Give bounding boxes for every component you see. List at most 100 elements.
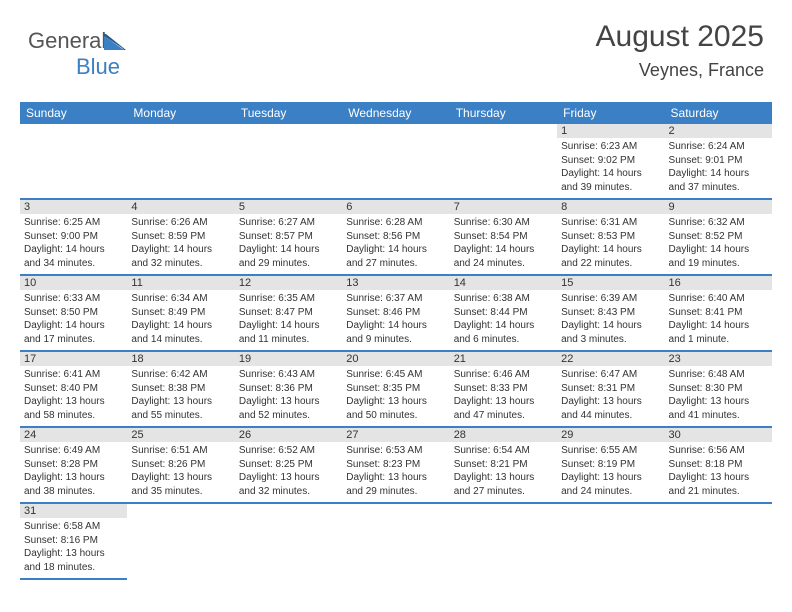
day-details: Sunrise: 6:41 AMSunset: 8:40 PMDaylight:… <box>24 368 123 422</box>
month-title: August 2025 <box>596 20 764 54</box>
calendar-cell: 2 Sunrise: 6:24 AMSunset: 9:01 PMDaylight… <box>665 124 772 198</box>
weekday-header: Sunday <box>20 102 127 124</box>
calendar-cell: 28 Sunrise: 6:54 AMSunset: 8:21 PMDayligh… <box>450 428 557 502</box>
day-number: 14 <box>450 276 557 290</box>
calendar-cell: 24Sunrise: 6:49 AMSunset: 8:28 PMDayligh… <box>20 428 127 502</box>
day-details: Sunrise: 6:52 AMSunset: 8:25 PMDaylight:… <box>239 444 338 498</box>
calendar-cell: 21 Sunrise: 6:46 AMSunset: 8:33 PMDayligh… <box>450 352 557 426</box>
day-details: Sunrise: 6:48 AMSunset: 8:30 PMDaylight:… <box>669 368 768 422</box>
calendar-cell <box>342 504 449 580</box>
calendar-cell: 12 Sunrise: 6:35 AMSunset: 8:47 PMDayligh… <box>235 276 342 350</box>
calendar-cell: 20Sunrise: 6:45 AMSunset: 8:35 PMDayligh… <box>342 352 449 426</box>
calendar-cell <box>557 504 664 580</box>
day-number: 4 <box>127 200 234 214</box>
calendar-cell: 22 Sunrise: 6:47 AMSunset: 8:31 PMDayligh… <box>557 352 664 426</box>
calendar-cell: 19Sunrise: 6:43 AMSunset: 8:36 PMDayligh… <box>235 352 342 426</box>
calendar-cell: 31Sunrise: 6:58 AMSunset: 8:16 PMDayligh… <box>20 504 127 580</box>
day-number: 1 <box>557 124 664 138</box>
day-details: Sunrise: 6:47 AMSunset: 8:31 PMDaylight:… <box>561 368 660 422</box>
day-number: 22 <box>557 352 664 366</box>
calendar-cell <box>20 124 127 198</box>
day-details: Sunrise: 6:31 AMSunset: 8:53 PMDaylight:… <box>561 216 660 270</box>
calendar-cell: 23 Sunrise: 6:48 AMSunset: 8:30 PMDayligh… <box>665 352 772 426</box>
day-number: 3 <box>20 200 127 214</box>
calendar-cell: 30 Sunrise: 6:56 AMSunset: 8:18 PMDayligh… <box>665 428 772 502</box>
day-number: 2 <box>665 124 772 138</box>
day-details: Sunrise: 6:54 AMSunset: 8:21 PMDaylight:… <box>454 444 553 498</box>
day-number: 5 <box>235 200 342 214</box>
day-number: 28 <box>450 428 557 442</box>
calendar-cell <box>127 504 234 580</box>
day-number: 13 <box>342 276 449 290</box>
calendar-cell: 15 Sunrise: 6:39 AMSunset: 8:43 PMDayligh… <box>557 276 664 350</box>
day-details: Sunrise: 6:27 AMSunset: 8:57 PMDaylight:… <box>239 216 338 270</box>
day-details: Sunrise: 6:56 AMSunset: 8:18 PMDaylight:… <box>669 444 768 498</box>
day-details: Sunrise: 6:34 AMSunset: 8:49 PMDaylight:… <box>131 292 230 346</box>
calendar-cell: 13Sunrise: 6:37 AMSunset: 8:46 PMDayligh… <box>342 276 449 350</box>
calendar-cell: 9 Sunrise: 6:32 AMSunset: 8:52 PMDaylight… <box>665 200 772 274</box>
day-number: 7 <box>450 200 557 214</box>
day-details: Sunrise: 6:28 AMSunset: 8:56 PMDaylight:… <box>346 216 445 270</box>
day-number: 30 <box>665 428 772 442</box>
day-details: Sunrise: 6:24 AMSunset: 9:01 PMDaylight:… <box>669 140 768 194</box>
calendar-cell: 16Sunrise: 6:40 AMSunset: 8:41 PMDayligh… <box>665 276 772 350</box>
calendar-cell: 1 Sunrise: 6:23 AMSunset: 9:02 PMDaylight… <box>557 124 664 198</box>
calendar-cell: 17 Sunrise: 6:41 AMSunset: 8:40 PMDayligh… <box>20 352 127 426</box>
weekday-header: Monday <box>127 102 234 124</box>
day-details: Sunrise: 6:53 AMSunset: 8:23 PMDaylight:… <box>346 444 445 498</box>
day-details: Sunrise: 6:39 AMSunset: 8:43 PMDaylight:… <box>561 292 660 346</box>
weekday-header-row: SundayMondayTuesdayWednesdayThursdayFrid… <box>20 102 772 124</box>
logo-flag-icon <box>104 34 126 50</box>
day-number: 10 <box>20 276 127 290</box>
calendar-cell <box>235 124 342 198</box>
day-number: 17 <box>20 352 127 366</box>
calendar-cell: 29 Sunrise: 6:55 AMSunset: 8:19 PMDayligh… <box>557 428 664 502</box>
calendar-cell <box>450 504 557 580</box>
weekday-header: Wednesday <box>342 102 449 124</box>
weekday-header: Tuesday <box>235 102 342 124</box>
calendar-cell <box>450 124 557 198</box>
weekday-header: Thursday <box>450 102 557 124</box>
calendar-cell: 8 Sunrise: 6:31 AMSunset: 8:53 PMDaylight… <box>557 200 664 274</box>
day-number: 21 <box>450 352 557 366</box>
weekday-header: Saturday <box>665 102 772 124</box>
logo-text-1: General <box>28 28 106 53</box>
calendar-cell: 18Sunrise: 6:42 AMSunset: 8:38 PMDayligh… <box>127 352 234 426</box>
day-details: Sunrise: 6:35 AMSunset: 8:47 PMDaylight:… <box>239 292 338 346</box>
day-details: Sunrise: 6:23 AMSunset: 9:02 PMDaylight:… <box>561 140 660 194</box>
day-number: 8 <box>557 200 664 214</box>
day-number: 25 <box>127 428 234 442</box>
calendar-cell: 10Sunrise: 6:33 AMSunset: 8:50 PMDayligh… <box>20 276 127 350</box>
day-number: 27 <box>342 428 449 442</box>
day-number: 9 <box>665 200 772 214</box>
logo: General Blue <box>28 28 126 80</box>
calendar-cell: 6Sunrise: 6:28 AMSunset: 8:56 PMDaylight… <box>342 200 449 274</box>
location: Veynes, France <box>596 60 764 81</box>
day-details: Sunrise: 6:55 AMSunset: 8:19 PMDaylight:… <box>561 444 660 498</box>
day-number: 18 <box>127 352 234 366</box>
calendar-cell: 11Sunrise: 6:34 AMSunset: 8:49 PMDayligh… <box>127 276 234 350</box>
day-number: 23 <box>665 352 772 366</box>
day-details: Sunrise: 6:32 AMSunset: 8:52 PMDaylight:… <box>669 216 768 270</box>
day-details: Sunrise: 6:26 AMSunset: 8:59 PMDaylight:… <box>131 216 230 270</box>
calendar-cell <box>235 504 342 580</box>
day-details: Sunrise: 6:51 AMSunset: 8:26 PMDaylight:… <box>131 444 230 498</box>
day-number: 20 <box>342 352 449 366</box>
day-number: 16 <box>665 276 772 290</box>
day-number: 12 <box>235 276 342 290</box>
calendar-cell: 26Sunrise: 6:52 AMSunset: 8:25 PMDayligh… <box>235 428 342 502</box>
day-number: 29 <box>557 428 664 442</box>
calendar-grid: SundayMondayTuesdayWednesdayThursdayFrid… <box>20 102 772 580</box>
calendar-cell <box>665 504 772 580</box>
day-details: Sunrise: 6:46 AMSunset: 8:33 PMDaylight:… <box>454 368 553 422</box>
calendar-cell <box>127 124 234 198</box>
calendar-cell: 25 Sunrise: 6:51 AMSunset: 8:26 PMDayligh… <box>127 428 234 502</box>
calendar-cell: 5 Sunrise: 6:27 AMSunset: 8:57 PMDaylight… <box>235 200 342 274</box>
day-details: Sunrise: 6:30 AMSunset: 8:54 PMDaylight:… <box>454 216 553 270</box>
day-details: Sunrise: 6:25 AMSunset: 9:00 PMDaylight:… <box>24 216 123 270</box>
day-number: 31 <box>20 504 127 518</box>
day-details: Sunrise: 6:49 AMSunset: 8:28 PMDaylight:… <box>24 444 123 498</box>
day-details: Sunrise: 6:38 AMSunset: 8:44 PMDaylight:… <box>454 292 553 346</box>
weekday-header: Friday <box>557 102 664 124</box>
day-number: 15 <box>557 276 664 290</box>
